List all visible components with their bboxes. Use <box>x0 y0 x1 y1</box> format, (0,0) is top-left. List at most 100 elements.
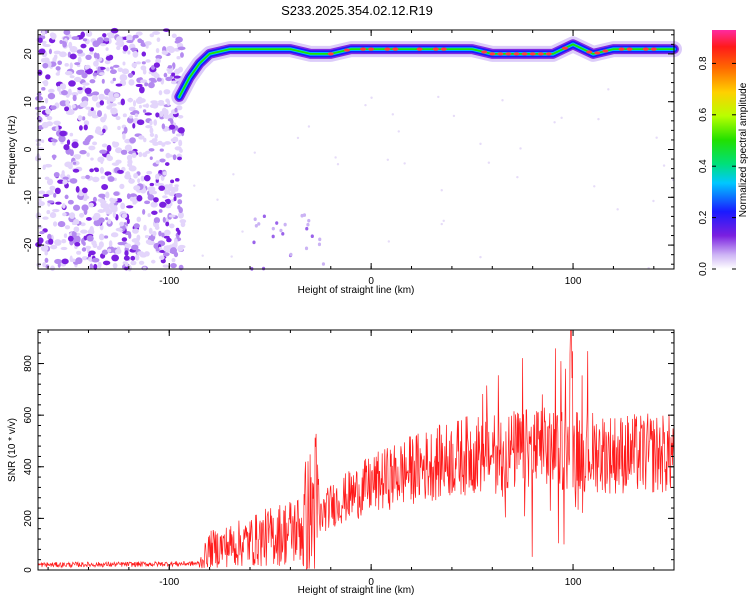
track-peak <box>481 50 488 54</box>
noise-speck <box>92 215 100 221</box>
noise-speck <box>150 79 158 83</box>
noise-speck <box>64 194 69 200</box>
noise-speck <box>193 184 196 187</box>
noise-speck <box>91 95 99 102</box>
noise-speck <box>128 165 137 172</box>
noise-speck <box>80 229 88 234</box>
noise-speck <box>63 233 68 238</box>
y-tick-label: 0 <box>23 567 34 573</box>
noise-speck <box>88 47 95 52</box>
noise-speck <box>126 218 130 225</box>
noise-speck <box>80 31 85 38</box>
noise-speck <box>117 169 124 174</box>
noise-speck <box>83 124 88 131</box>
noise-speck <box>72 204 81 211</box>
noise-speck <box>63 29 71 36</box>
noise-speck <box>174 186 179 192</box>
noise-speck <box>90 107 94 112</box>
noise-speck <box>124 144 133 152</box>
noise-speck <box>178 139 183 147</box>
noise-speck <box>153 197 159 203</box>
noise-speck <box>82 38 88 42</box>
track-peak <box>416 47 423 51</box>
noise-speck <box>142 104 150 108</box>
noise-speck <box>69 62 73 69</box>
noise-speck <box>69 178 78 184</box>
noise-speck <box>97 198 105 202</box>
noise-speck <box>95 126 102 132</box>
noise-speck <box>148 227 153 235</box>
noise-speck <box>253 217 257 222</box>
noise-speck <box>137 251 145 256</box>
noise-speck <box>92 141 98 146</box>
noise-speck <box>177 46 186 51</box>
noise-speck <box>83 192 88 198</box>
noise-speck <box>179 219 187 224</box>
track-peak <box>327 52 334 56</box>
noise-speck <box>133 223 140 229</box>
noise-speck <box>84 68 93 75</box>
colorbar-ticks: 0.0 0.2 0.4 0.6 0.8 <box>698 56 736 276</box>
noise-speck <box>479 255 482 259</box>
noise-speck <box>153 73 160 79</box>
noise-speck <box>163 114 170 119</box>
noise-speck <box>120 202 126 210</box>
noise-speck <box>171 72 176 77</box>
noise-speck <box>155 247 160 252</box>
noise-speck <box>165 198 171 205</box>
noise-speck <box>59 100 68 107</box>
noise-speck <box>82 140 90 146</box>
noise-speck <box>165 154 174 158</box>
noise-speck <box>80 175 86 180</box>
noise-speck <box>75 257 83 265</box>
noise-speck <box>138 151 143 158</box>
noise-speck <box>43 44 51 48</box>
noise-speck <box>77 115 83 121</box>
noise-speck <box>164 188 168 196</box>
noise-speck <box>93 52 98 59</box>
spectrogram-y-ticks: -20 -10 0 10 20 <box>23 34 674 265</box>
noise-speck <box>69 75 75 79</box>
noise-speck <box>35 138 43 143</box>
spectrogram-x-label: Height of straight line (km) <box>298 285 415 296</box>
noise-speck <box>112 211 117 218</box>
noise-speck <box>230 255 233 258</box>
noise-speck <box>46 190 54 195</box>
noise-speck <box>62 203 66 209</box>
noise-speck <box>129 137 136 144</box>
track-peak <box>626 47 633 51</box>
noise-speck <box>150 100 158 104</box>
noise-speck <box>89 263 93 270</box>
noise-speck <box>92 40 100 48</box>
noise-speck <box>145 125 153 129</box>
noise-speck <box>177 245 184 252</box>
noise-speck <box>120 149 128 155</box>
noise-speck <box>135 83 143 88</box>
noise-speck <box>391 113 395 116</box>
noise-speck <box>652 199 655 203</box>
noise-speck <box>100 175 106 180</box>
noise-speck <box>35 95 44 101</box>
noise-speck <box>82 241 86 246</box>
noise-speck <box>283 222 287 227</box>
noise-speck <box>170 80 178 85</box>
noise-speck <box>162 195 168 199</box>
noise-speck <box>64 225 71 230</box>
noise-speck <box>107 248 112 253</box>
noise-speck <box>106 144 112 152</box>
noise-speck <box>147 186 156 193</box>
noise-speck <box>178 211 184 219</box>
noise-speck <box>47 233 52 240</box>
spectrogram-y-label: Frequency (Hz) <box>7 116 18 185</box>
noise-speck <box>38 48 46 55</box>
track-peak <box>618 47 625 51</box>
noise-speck <box>149 132 155 137</box>
noise-speck <box>89 51 94 55</box>
noise-speck <box>162 264 170 268</box>
noise-speck <box>72 168 80 173</box>
noise-speck <box>42 262 47 268</box>
track-peak <box>594 51 601 55</box>
noise-speck <box>113 141 120 147</box>
noise-speck <box>171 33 177 39</box>
